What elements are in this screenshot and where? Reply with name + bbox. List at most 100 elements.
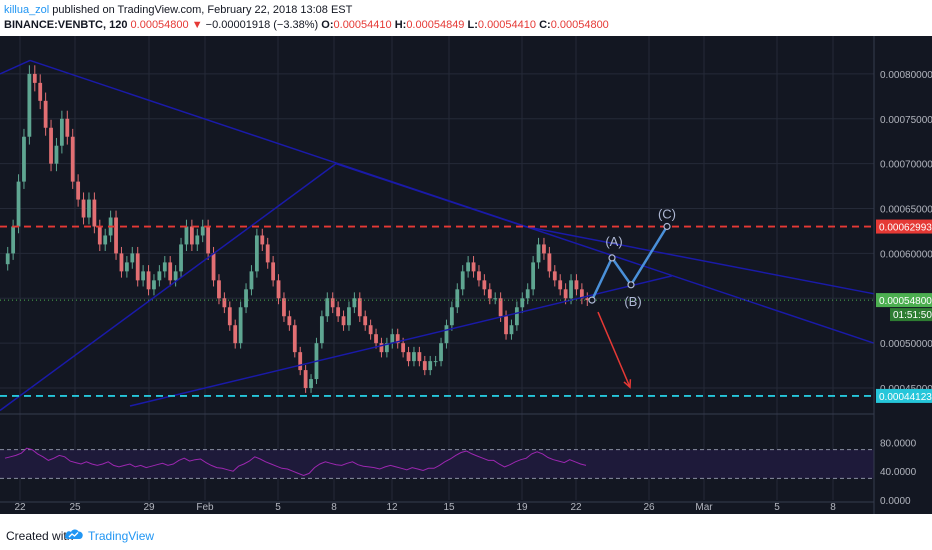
candle-body [184,226,189,245]
low-label: L: [467,19,478,31]
price-tick-label: 0.00065000 [880,205,932,216]
candle-body [379,343,384,353]
candle-body [498,298,503,317]
candle-body [585,298,590,301]
candle-body [449,307,454,326]
time-tick-label: 8 [331,502,337,513]
candle-body [292,325,297,353]
candle-body [22,136,26,182]
low-value: 0.00054410 [477,19,537,31]
candle-body [59,118,64,146]
candle-body [352,298,357,308]
open-label: O: [321,19,334,31]
open-value: 0.00054410 [333,19,392,31]
abc-wave-path [590,225,669,301]
candle-body [76,181,81,200]
chart-svg[interactable]: (A) (B) (C) 0.00080000 0.00075000 0.00070000… [0,36,932,514]
candle-body [525,289,530,299]
time-tick-label: 15 [443,502,455,513]
time-axis: 22 25 29 Feb 5 8 12 15 19 22 26 Mar 5 8 [0,501,874,513]
symbol-label[interactable]: BINANCE:VENBTC, 120 [4,19,128,31]
candle-body [374,334,378,344]
close-value: 0.00054800 [550,19,609,31]
time-tick-label: 26 [643,502,655,513]
candle-body [49,127,53,164]
time-tick-label: 5 [774,502,780,513]
candle-body [569,280,573,299]
candle-body [531,262,536,290]
wave-point [627,281,635,289]
candle-body [16,181,21,227]
time-tick-label: Feb [196,502,214,513]
down-arrow-icon: ▼ [191,19,203,31]
candle-body [254,235,259,272]
candle-body [303,370,308,389]
price-badge-label: 0.00054800 [879,296,932,307]
candle-body [92,199,97,227]
candle-body [558,280,563,290]
rsi-line [4,447,587,477]
candle-body [152,280,156,290]
candle-body [276,280,281,299]
candle-body [271,262,276,281]
price-tick-label: 0.00080000 [880,70,932,81]
price-badge-label: 0.00044123 [879,392,932,403]
candle-body [504,316,508,335]
price-badge [876,293,932,308]
close-label: C: [539,19,551,31]
candle-body [406,352,411,362]
chart-header: killua_zol published on TradingView.com,… [0,0,932,36]
chart-area[interactable]: (A) (B) (C) 0.00080000 0.00075000 0.00070000… [0,36,932,514]
candle-body [249,271,254,290]
candle-body [124,262,129,272]
candle-body [200,226,205,236]
candle-body [265,244,270,263]
tradingview-brand-link[interactable]: TradingView [88,529,155,543]
rsi-band [0,449,874,479]
publish-info: published on TradingView.com, February 2… [49,4,353,16]
price-badge [876,388,932,403]
countdown-badge [890,308,932,322]
candle-body [460,271,465,290]
channel-top-line [335,162,526,228]
author-link[interactable]: killua_zol [4,4,50,16]
rsi-tick-label: 80.0000 [880,438,917,449]
candle-body [466,262,471,272]
candle-body [319,316,324,344]
candle-body [260,235,265,245]
time-tick-label: 22 [570,502,582,513]
candle-body [238,307,243,344]
candle-body [65,118,70,137]
axis-background [874,36,932,514]
candle-body [11,226,16,254]
candle-body [412,352,416,362]
rsi-panel [0,447,874,479]
candle-body [509,325,514,335]
candlestick-series [5,65,590,393]
wave-label-2: (C) [658,206,676,221]
time-tick-label: 19 [516,502,528,513]
candle-body [227,307,232,326]
candle-body [244,289,248,308]
wave-point [608,254,616,262]
candle-body [325,298,330,317]
price-badge [876,219,932,234]
candle-body [368,325,373,335]
time-tick-label: Mar [695,502,713,513]
candle-body [233,325,238,344]
trendline-top-start [0,59,31,75]
created-with-label: Created with [6,529,74,543]
candle-body [390,334,395,344]
rsi-tick-label: 0.0000 [880,496,911,507]
candle-body [357,298,362,317]
support-trendline [129,275,673,407]
time-tick-label: 5 [275,502,281,513]
tradingview-cloud-icon [64,529,83,539]
ohlc-line: BINANCE:VENBTC, 120 0.00054800 ▼ −0.0000… [4,18,609,32]
candle-body [428,361,433,371]
price-tick-label: 0.00070000 [880,160,932,171]
high-label: H: [394,19,407,31]
candle-body [487,289,492,299]
candle-body [444,325,449,344]
candle-body [119,253,124,272]
